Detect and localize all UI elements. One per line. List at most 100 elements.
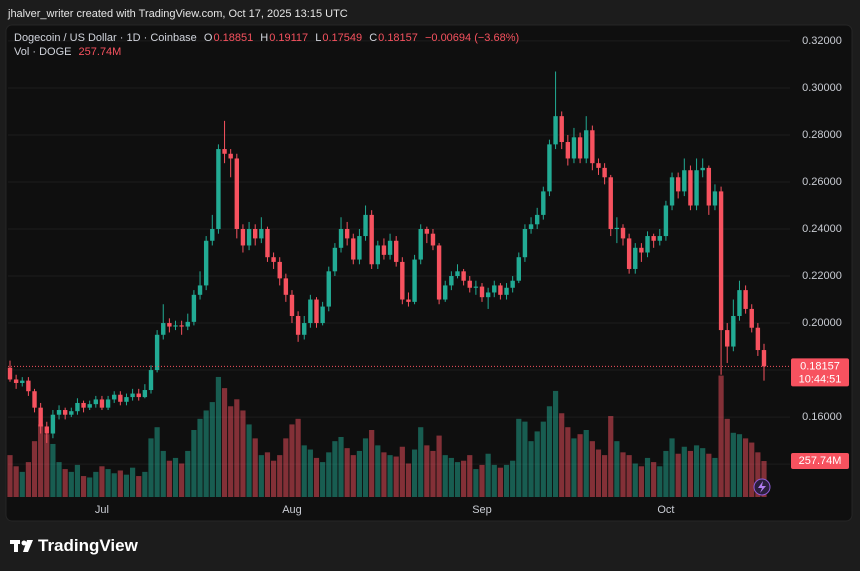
candle-body xyxy=(473,286,479,288)
volume-bar xyxy=(295,418,301,497)
volume-bar xyxy=(172,457,179,497)
candle-body xyxy=(179,325,184,327)
candle-body xyxy=(633,247,638,269)
candle-body xyxy=(602,167,607,178)
volume-bar xyxy=(528,441,534,497)
legend-close: 0.18157 xyxy=(378,32,418,44)
volume-bar xyxy=(111,473,117,497)
candle-body xyxy=(467,280,472,288)
volume-bar xyxy=(179,463,185,497)
legend-key: H xyxy=(260,32,269,44)
candle-body xyxy=(240,229,246,246)
candle-body xyxy=(44,426,49,434)
volume-bar xyxy=(38,424,44,497)
volume-bar xyxy=(393,456,399,497)
candle-body xyxy=(136,393,141,398)
legend-key: C xyxy=(369,32,378,44)
candle-body xyxy=(547,144,552,192)
volume-bar xyxy=(350,455,356,497)
candle-body xyxy=(216,149,221,229)
volume-bar xyxy=(608,416,614,497)
volume-bar xyxy=(718,375,724,497)
candle-body xyxy=(639,247,644,253)
volume-bar xyxy=(117,470,123,497)
candle-body xyxy=(479,286,485,298)
volume-bar xyxy=(105,469,111,497)
candle-body xyxy=(277,261,282,279)
volume-bar xyxy=(31,441,38,497)
volume-bar xyxy=(540,421,546,497)
candle-body xyxy=(725,330,730,347)
candle-body xyxy=(228,153,233,159)
candle-body xyxy=(700,167,705,171)
y-tick-label: 0.24000 xyxy=(802,223,842,235)
countdown-label: 10:44:51 xyxy=(799,373,842,385)
volume-bar xyxy=(313,457,320,497)
candle-body xyxy=(418,229,423,260)
volume-bar xyxy=(614,441,620,497)
volume-bar xyxy=(87,477,93,497)
volume-bar xyxy=(552,390,559,497)
volume-bar xyxy=(209,402,215,497)
candle-body xyxy=(400,261,405,300)
candle-body xyxy=(682,170,687,192)
volume-bar xyxy=(344,448,350,497)
candle-body xyxy=(669,177,675,206)
volume-bar xyxy=(301,445,307,497)
volume-bar xyxy=(687,450,694,497)
candle-body xyxy=(99,399,105,408)
volume-bar xyxy=(19,471,25,497)
y-tick-label: 0.32000 xyxy=(802,35,842,47)
volume-bar xyxy=(68,471,74,497)
candle-body xyxy=(534,214,540,225)
candle-body xyxy=(412,259,417,302)
volume-bar xyxy=(160,450,166,497)
candle-body xyxy=(271,257,276,262)
candle-body xyxy=(369,214,374,265)
volume-bar xyxy=(93,471,99,497)
volume-bar xyxy=(546,406,553,497)
volume-bar xyxy=(755,452,761,497)
candle-body xyxy=(118,394,123,402)
candle-body xyxy=(718,191,724,331)
volume-bar xyxy=(387,455,393,497)
volume-bar xyxy=(626,455,632,497)
candle-body xyxy=(191,294,197,322)
volume-bar xyxy=(516,418,522,497)
candle-body xyxy=(326,271,331,307)
candle-body xyxy=(743,290,748,309)
volume-bar xyxy=(240,410,246,497)
legend-change: −0.00694 (−3.68%) xyxy=(424,32,520,44)
volume-bar xyxy=(534,431,540,497)
candle-body xyxy=(289,294,295,316)
volume-bar xyxy=(620,452,626,497)
volume-bar xyxy=(234,399,240,497)
candle-body xyxy=(173,325,178,327)
volume-bar xyxy=(264,452,271,497)
candle-body xyxy=(393,240,399,262)
alert-icon[interactable] xyxy=(753,478,771,496)
volume-title: Vol · DOGE xyxy=(14,46,72,58)
volume-bar xyxy=(736,434,743,497)
candle-body xyxy=(749,308,754,328)
volume-bar xyxy=(307,449,313,497)
candle-body xyxy=(332,247,338,272)
volume-bar xyxy=(405,463,412,497)
volume-bar xyxy=(246,424,252,497)
candle-body xyxy=(320,306,325,324)
candle-body xyxy=(75,402,80,412)
volume-bar xyxy=(743,438,749,497)
volume-bar xyxy=(565,427,571,497)
volume-bar xyxy=(473,469,479,497)
candle-body xyxy=(154,334,160,371)
candle-body xyxy=(234,158,240,229)
volume-legend: Vol · DOGE 257.74M xyxy=(14,46,125,58)
candle-body xyxy=(222,149,227,154)
candle-body xyxy=(387,240,393,255)
candle-body xyxy=(492,285,497,293)
y-tick-label: 0.20000 xyxy=(802,317,842,329)
volume-bar xyxy=(430,450,436,497)
volume-bar xyxy=(602,455,608,497)
candle-body xyxy=(737,290,742,316)
